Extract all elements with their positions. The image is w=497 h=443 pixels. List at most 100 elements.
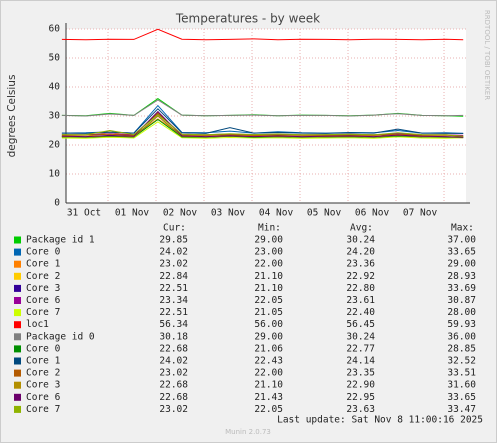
stat-value: 22.80 [346,283,375,294]
legend-label: Core 2 [26,271,60,282]
legend-swatch [14,393,21,401]
series-line [61,113,464,137]
legend-label: Core 0 [26,343,61,354]
stat-value: 33.69 [447,283,476,294]
stat-value: 21.43 [254,392,283,403]
x-tick-label: 02 Nov [163,208,198,219]
stat-value: 22.05 [254,404,283,415]
y-tick-label: 50 [49,53,61,64]
y-tick-label: 10 [49,169,61,180]
stat-value: 56.45 [346,319,375,330]
x-tick-label: 01 Nov [115,208,150,219]
stat-value: 24.14 [346,356,375,367]
legend-swatch [14,321,21,329]
series-line [61,99,464,117]
stat-value: 22.00 [254,259,283,270]
stat-value: 28.00 [447,307,476,318]
stat-value: 22.00 [254,368,283,379]
y-tick-label: 40 [49,82,61,93]
stat-value: 22.40 [346,307,375,318]
stat-value: 22.05 [254,295,283,306]
stat-value: 22.77 [346,343,375,354]
x-tick-label: 06 Nov [355,208,390,219]
stat-value: 29.00 [254,235,283,246]
legend-label: Core 6 [26,392,61,403]
stat-value: 33.65 [447,247,476,258]
stat-header: Max: [451,223,474,234]
legend-swatch [14,405,21,413]
legend-swatch [14,248,21,256]
stat-value: 30.87 [447,295,476,306]
legend-swatch [14,260,21,268]
x-tick-label: 03 Nov [211,208,246,219]
legend-swatch [14,309,21,317]
legend-swatch [14,297,21,304]
x-tick-label: 07 Nov [403,208,438,219]
legend-swatch [14,272,21,280]
stat-value: 33.51 [447,368,476,379]
stat-value: 28.85 [447,343,476,354]
legend-label: Core 3 [26,283,60,294]
stat-value: 22.51 [159,283,188,294]
stat-value: 37.00 [447,235,476,246]
legend-swatch [14,369,21,377]
stat-value: 24.02 [159,356,188,367]
stat-header: Avg: [350,223,373,234]
stat-value: 22.92 [346,271,375,282]
stat-value: 31.60 [447,380,476,391]
stat-value: 23.02 [159,404,188,415]
stat-value: 33.47 [447,404,476,415]
stat-value: 22.68 [159,380,188,391]
stat-value: 22.43 [254,356,283,367]
stat-value: 23.63 [346,404,375,415]
chart-title: Temperatures - by week [175,12,320,26]
stat-value: 30.18 [159,331,188,342]
y-tick-label: 30 [49,111,61,122]
x-tick-label: 05 Nov [307,208,342,219]
stat-value: 24.02 [159,247,188,258]
stat-value: 30.24 [346,235,375,246]
stat-value: 23.34 [159,295,188,306]
stat-header: Cur: [163,223,186,234]
stat-value: 23.36 [346,259,375,270]
stat-value: 24.20 [346,247,375,258]
legend-swatch [14,381,21,389]
stat-value: 23.00 [254,247,283,258]
stat-value: 21.10 [254,283,283,294]
stat-value: 23.61 [346,295,375,306]
stat-value: 22.84 [159,271,188,282]
stat-value: 56.34 [159,319,188,330]
stat-value: 22.95 [346,392,375,403]
legend-label: Core 3 [26,380,60,391]
x-tick-label: 31 Oct [67,208,101,219]
stat-value: 23.02 [159,259,188,270]
stat-value: 28.93 [447,271,476,282]
stat-value: 32.52 [447,356,476,367]
y-axis-label: degrees Celsius [6,75,18,158]
last-update: Last update: Sat Nov 8 11:00:16 2025 [277,415,483,426]
x-tick-label: 04 Nov [259,208,294,219]
footer: Munin 2.0.73 [225,428,271,436]
stat-value: 33.65 [447,392,476,403]
stat-value: 21.06 [254,343,283,354]
legend-label: loc1 [26,319,49,330]
y-tick-label: 60 [49,24,61,35]
y-tick-label: 20 [49,140,61,151]
legend-label: Core 7 [26,307,60,318]
stat-value: 21.05 [254,307,283,318]
legend-swatch [14,357,21,365]
stat-value: 22.90 [346,380,375,391]
legend-label: Core 1 [26,259,61,270]
legend-label: Package id 1 [26,235,95,246]
stat-header: Min: [258,223,281,234]
stat-value: 59.93 [447,319,476,330]
legend-label: Core 6 [26,295,61,306]
legend-label: Package id 0 [26,331,95,342]
stat-value: 36.00 [447,331,476,342]
stat-value: 21.10 [254,271,283,282]
legend-label: Core 7 [26,404,60,415]
stat-value: 23.35 [346,368,375,379]
series-line [61,121,464,139]
series-line [61,28,464,41]
series-line [61,110,464,138]
